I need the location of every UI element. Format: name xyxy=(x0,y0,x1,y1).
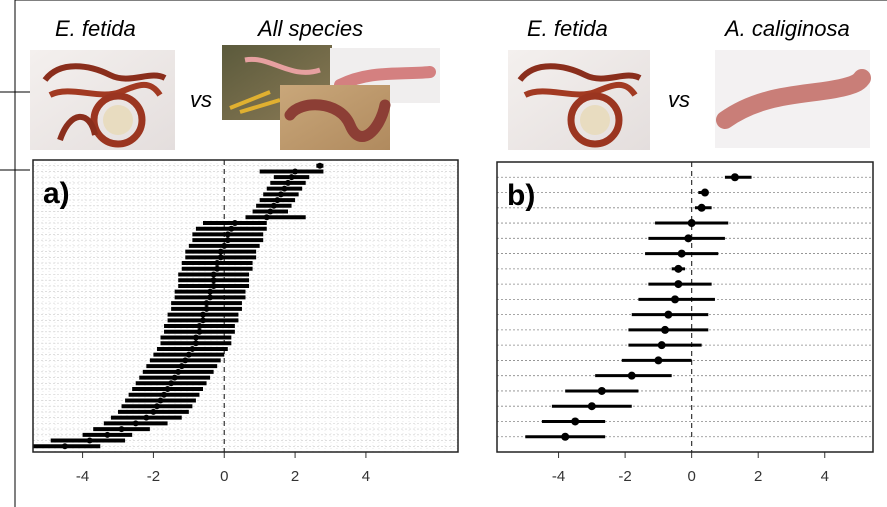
x-tick-label: -2 xyxy=(147,468,160,485)
point-estimate xyxy=(153,403,160,410)
x-tick-label: 0 xyxy=(687,468,695,485)
point-estimate xyxy=(203,300,210,307)
point-estimate xyxy=(196,323,203,330)
point-estimate xyxy=(143,414,150,421)
point-estimate xyxy=(697,203,706,212)
point-estimate xyxy=(207,294,214,301)
point-estimate xyxy=(730,173,739,182)
point-estimate xyxy=(687,219,696,228)
point-estimate xyxy=(263,214,270,221)
comparison-left: E. fetida xyxy=(527,16,608,41)
point-estimate xyxy=(627,371,636,380)
point-estimate xyxy=(674,280,683,289)
point-estimate xyxy=(231,219,238,226)
point-estimate xyxy=(221,242,228,249)
point-estimate xyxy=(677,249,686,258)
point-estimate xyxy=(228,225,235,232)
photo-all-species xyxy=(222,45,440,150)
point-estimate xyxy=(285,179,291,186)
point-estimate xyxy=(292,168,299,175)
point-estimate xyxy=(61,443,68,450)
point-estimate xyxy=(561,432,570,441)
x-tick-label: -4 xyxy=(76,468,89,485)
x-tick-label: -2 xyxy=(618,468,631,485)
point-estimate xyxy=(214,260,221,267)
point-estimate xyxy=(150,408,157,415)
vs-label: vs xyxy=(190,87,212,112)
comparison-left: E. fetida xyxy=(55,16,136,41)
point-estimate xyxy=(171,374,178,381)
plot-frame xyxy=(496,161,874,453)
point-estimate xyxy=(316,162,323,169)
x-tick-label: -4 xyxy=(552,468,565,485)
x-tick-label: 4 xyxy=(821,468,829,485)
point-estimate xyxy=(217,254,224,261)
point-estimate xyxy=(132,420,139,427)
point-estimate xyxy=(267,208,274,215)
vs-label: vs xyxy=(668,87,690,112)
point-estimate xyxy=(674,264,683,273)
point-estimate xyxy=(192,334,199,341)
photo-a-caliginosa xyxy=(715,50,871,148)
comparison-right: A. caliginosa xyxy=(723,16,850,41)
point-estimate xyxy=(654,356,663,365)
point-estimate xyxy=(671,295,680,304)
point-estimate xyxy=(571,417,580,426)
point-estimate xyxy=(277,191,284,198)
point-estimate xyxy=(182,357,189,364)
point-estimate xyxy=(661,325,670,334)
point-estimate xyxy=(164,386,171,393)
comparison-right: All species xyxy=(256,16,363,41)
point-estimate xyxy=(185,351,192,358)
point-estimate xyxy=(281,185,288,192)
panel-label: b) xyxy=(507,179,535,212)
point-estimate xyxy=(210,282,217,289)
plot-frame xyxy=(32,159,459,453)
point-estimate xyxy=(168,380,175,387)
point-estimate xyxy=(200,317,206,324)
point-estimate xyxy=(104,431,111,438)
point-estimate xyxy=(161,391,168,398)
point-estimate xyxy=(217,248,224,255)
point-estimate xyxy=(700,188,709,197)
point-estimate xyxy=(597,386,606,395)
point-estimate xyxy=(175,368,182,375)
point-estimate xyxy=(86,437,93,444)
point-estimate xyxy=(684,234,693,243)
photo-e-fetida xyxy=(30,50,175,150)
x-tick-label: 2 xyxy=(754,468,762,485)
point-estimate xyxy=(157,397,164,404)
point-estimate xyxy=(270,202,277,209)
point-estimate xyxy=(657,341,666,350)
photo-e-fetida xyxy=(508,50,650,150)
point-estimate xyxy=(192,340,199,347)
x-tick-label: 2 xyxy=(291,468,299,485)
point-estimate xyxy=(203,305,210,312)
point-estimate xyxy=(210,271,217,278)
point-estimate xyxy=(664,310,673,319)
point-estimate xyxy=(224,237,231,244)
point-estimate xyxy=(274,197,281,204)
x-tick-label: 4 xyxy=(362,468,370,485)
point-estimate xyxy=(196,328,203,335)
point-estimate xyxy=(189,345,196,352)
point-estimate xyxy=(200,311,206,318)
point-estimate xyxy=(118,426,125,433)
point-estimate xyxy=(207,288,214,295)
point-estimate xyxy=(587,402,596,411)
point-estimate xyxy=(214,265,221,272)
point-estimate xyxy=(210,277,217,284)
point-estimate xyxy=(288,174,295,181)
point-estimate xyxy=(224,231,231,238)
point-estimate xyxy=(178,363,185,370)
panel-label: a) xyxy=(43,177,70,210)
x-tick-label: 0 xyxy=(220,468,228,485)
